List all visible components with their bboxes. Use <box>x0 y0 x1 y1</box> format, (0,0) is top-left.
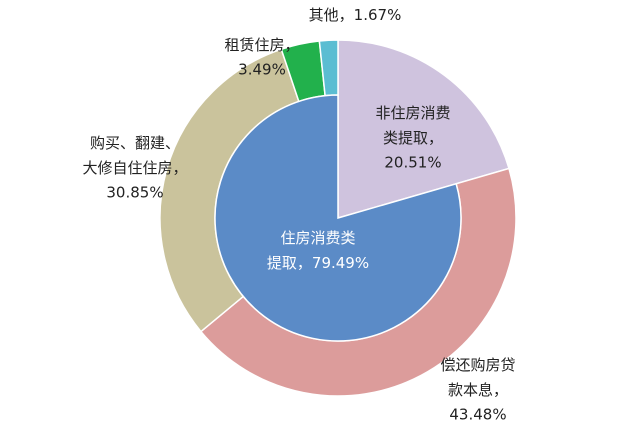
slice-label: 大修自住住房， <box>82 159 187 177</box>
slice-label-text: 大修自住住房， <box>82 159 187 177</box>
slice-label-text: 住房消费类 <box>280 229 355 247</box>
pie-slice <box>337 39 510 219</box>
slice-label-text: 租赁住房， <box>224 36 299 54</box>
slice-label: 非住房消费 <box>375 104 450 122</box>
slice-label: 其他，1.67% <box>309 6 402 24</box>
value-label: 30.85% <box>106 184 163 202</box>
pie-slice <box>214 94 462 342</box>
slice-label: 提取，79.49% <box>267 254 369 272</box>
slice-label-text: 类提取， <box>383 129 443 147</box>
slice-label: 类提取， <box>383 129 443 147</box>
value-label: 1.67% <box>354 6 402 24</box>
slice-label-text: 购买、翻建、 <box>90 134 180 152</box>
value-label: 20.51% <box>384 154 441 172</box>
slice-label: 款本息， <box>448 381 508 399</box>
value-label: 79.49% <box>312 254 369 272</box>
slice-label-text: 提取， <box>267 254 312 272</box>
slice-label: 租赁住房， <box>224 36 299 54</box>
slice-label: 住房消费类 <box>280 229 355 247</box>
slice-label-text: 偿还购房贷 <box>440 356 515 374</box>
slice-label-text: 款本息， <box>448 381 508 399</box>
slice-label-text: 其他， <box>309 6 354 24</box>
slice-label: 偿还购房贷 <box>440 356 515 374</box>
value-label: 3.49% <box>238 61 286 79</box>
slice-label-text: 非住房消费 <box>375 104 450 122</box>
value-label: 43.48% <box>449 406 506 424</box>
slice-label: 购买、翻建、 <box>90 134 180 152</box>
